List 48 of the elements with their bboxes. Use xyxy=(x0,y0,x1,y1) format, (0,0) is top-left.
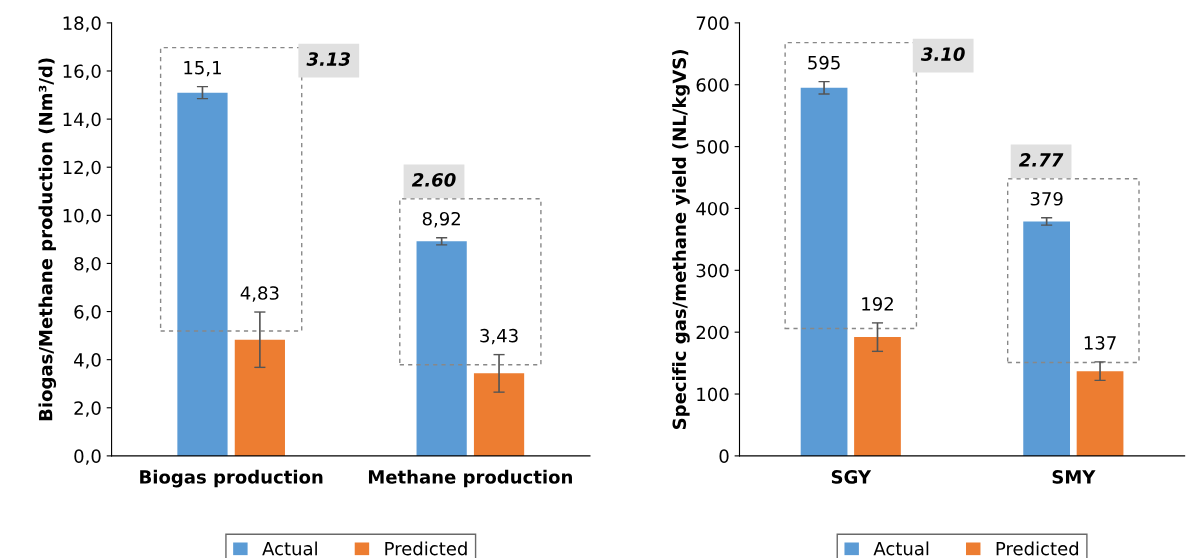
data-label: 3,43 xyxy=(480,328,518,345)
bar xyxy=(1076,371,1124,456)
y-axis-title: Biogas/Methane production (Nm³/d) xyxy=(38,58,57,421)
y-tick-label: 10,0 xyxy=(63,208,101,225)
y-tick-label: 18,0 xyxy=(63,16,101,32)
y-tick-label: 200 xyxy=(696,325,729,340)
data-label: 8,92 xyxy=(422,211,460,228)
bar xyxy=(177,92,228,456)
y-axis-title: Specific gas/methane yield (NL/kgVS) xyxy=(672,49,690,430)
x-tick-label: SGY xyxy=(831,470,872,484)
annotation: 2.77 xyxy=(1018,153,1064,167)
y-tick-label: 0 xyxy=(719,449,729,463)
bar xyxy=(234,339,285,456)
y-tick-label: 8,0 xyxy=(74,256,101,273)
y-tick-label: 0,0 xyxy=(74,449,101,465)
legend-label: Predicted xyxy=(996,541,1079,556)
bar xyxy=(1023,221,1071,456)
data-label: 192 xyxy=(862,297,893,311)
bar xyxy=(416,241,467,456)
y-tick-label: 2,0 xyxy=(74,401,101,417)
data-label: 379 xyxy=(1030,191,1063,206)
y-tick-label: 6,0 xyxy=(74,305,101,321)
bar xyxy=(473,373,525,456)
y-tick-label: 400 xyxy=(696,201,729,216)
data-label: 595 xyxy=(808,55,840,70)
x-tick-label: Biogas production xyxy=(140,469,323,488)
data-label: 4,83 xyxy=(240,286,279,302)
bar xyxy=(854,337,901,456)
bar xyxy=(800,87,848,456)
annotation: 2.60 xyxy=(411,172,456,187)
legend-label: Actual xyxy=(262,541,317,556)
y-tick-label: 4,0 xyxy=(74,353,101,369)
legend-label: Actual xyxy=(873,541,929,556)
y-tick-label: 700 xyxy=(696,16,729,30)
x-tick-label: Methane production xyxy=(368,469,572,488)
y-tick-label: 600 xyxy=(696,78,729,92)
y-tick-label: 100 xyxy=(697,387,729,402)
data-label: 15,1 xyxy=(184,61,221,77)
x-tick-label: SMY xyxy=(1052,470,1096,484)
y-tick-label: 500 xyxy=(696,140,729,154)
y-tick-label: 16,0 xyxy=(63,64,101,80)
y-tick-label: 14,0 xyxy=(63,112,101,129)
y-tick-label: 12,0 xyxy=(63,160,101,177)
data-label: 137 xyxy=(1084,336,1116,350)
annotation: 3.13 xyxy=(306,52,350,66)
y-tick-label: 300 xyxy=(696,263,729,278)
legend-label: Predicted xyxy=(385,541,467,556)
annotation: 3.10 xyxy=(920,47,965,61)
